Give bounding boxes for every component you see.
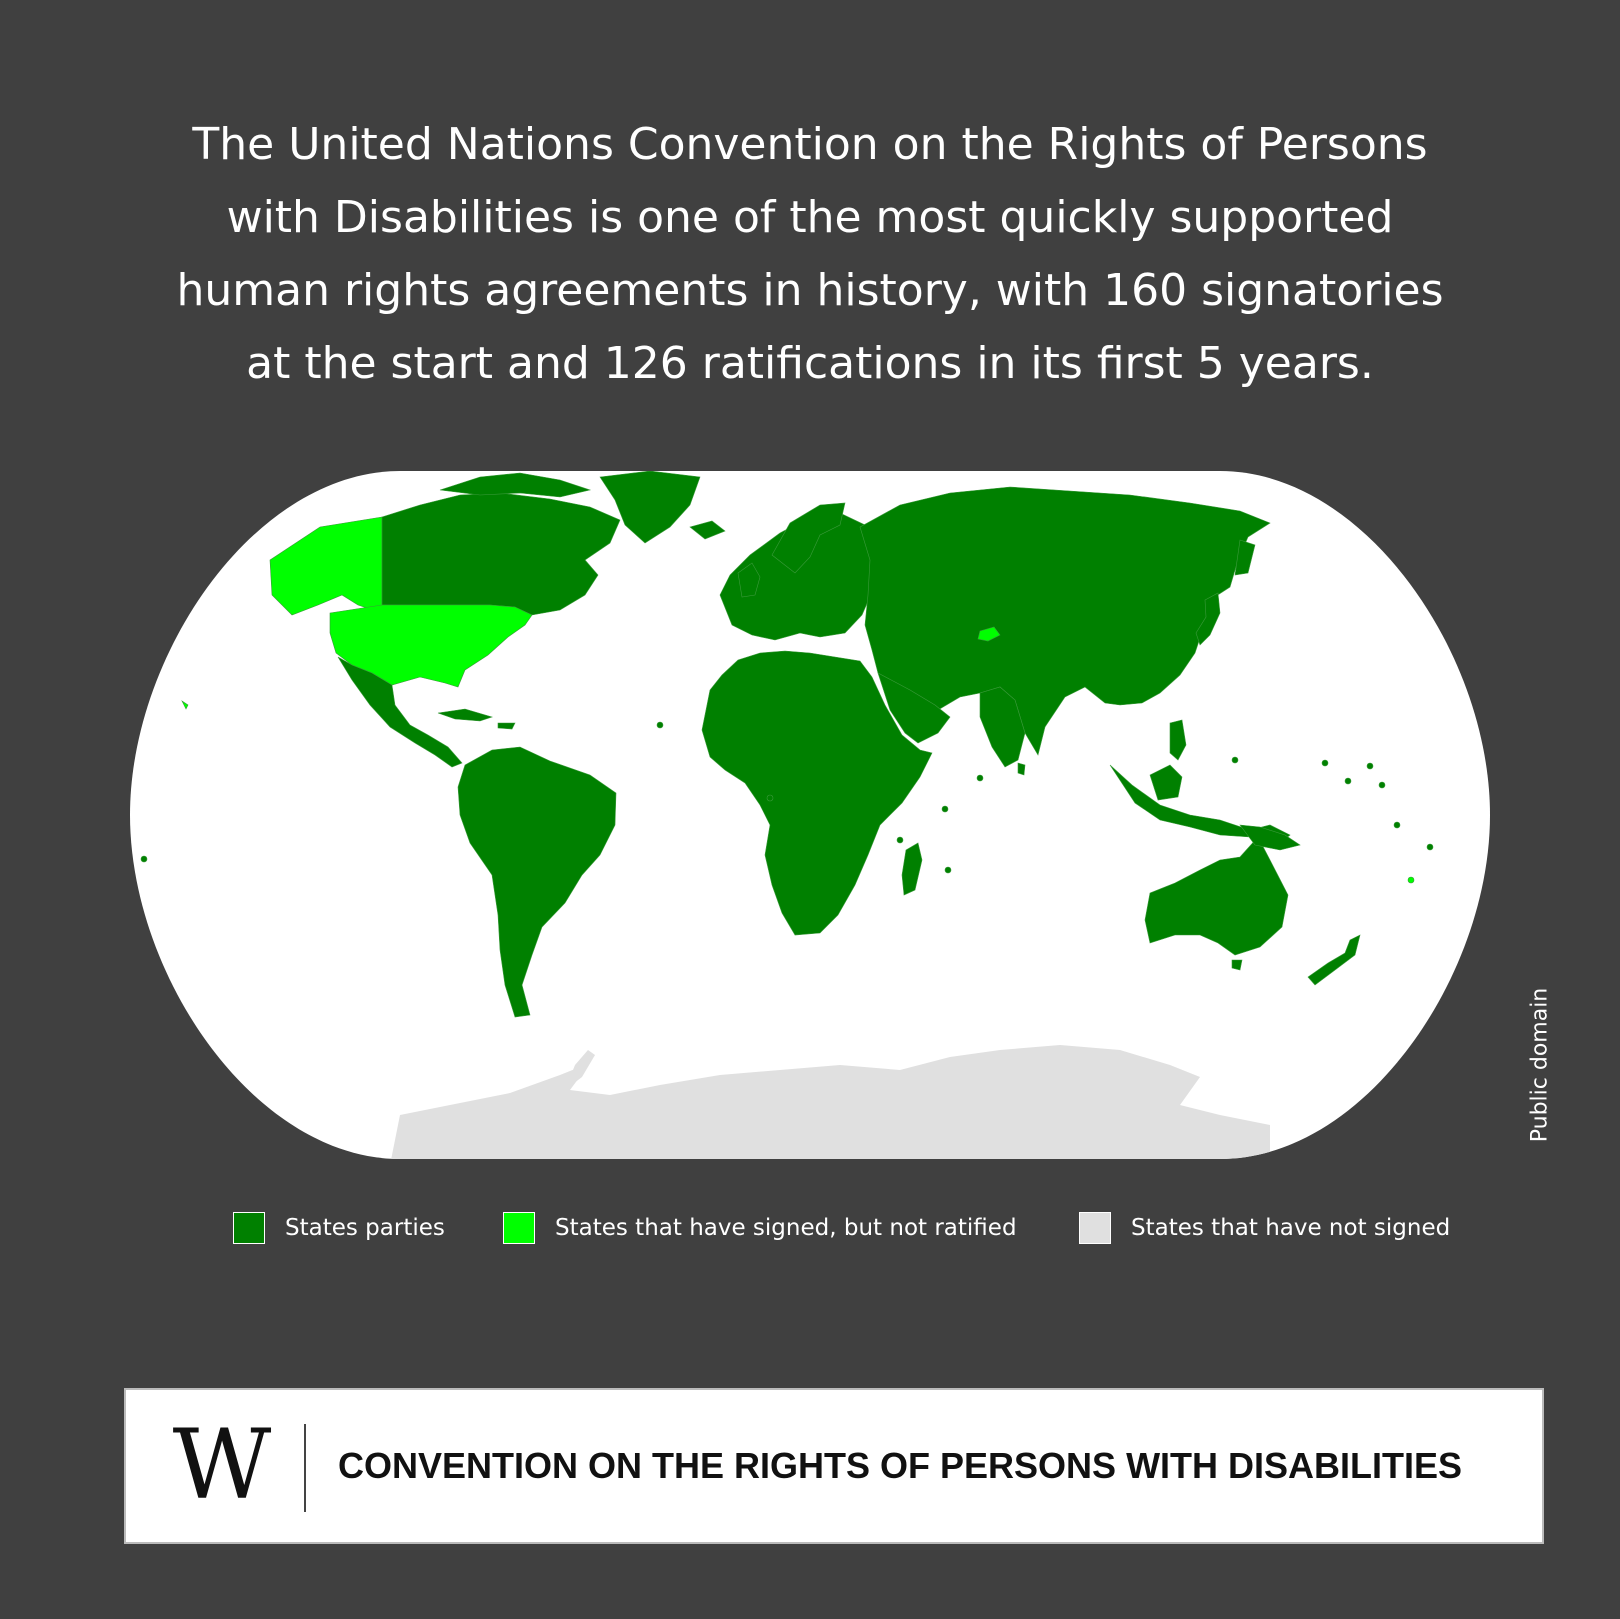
caribbean-east bbox=[497, 722, 516, 730]
legend-swatch bbox=[503, 1212, 535, 1244]
iceland bbox=[689, 520, 726, 540]
antarctic-peninsula bbox=[565, 1050, 595, 1090]
world-map bbox=[120, 465, 1500, 1165]
island-dot bbox=[766, 794, 774, 802]
greenland bbox=[599, 471, 701, 544]
kamchatka bbox=[1234, 539, 1256, 576]
island-dot bbox=[896, 836, 904, 844]
new-zealand bbox=[1307, 934, 1361, 986]
island-dot bbox=[1426, 843, 1434, 851]
new-guinea bbox=[1239, 824, 1301, 851]
island-dot-signed bbox=[1407, 876, 1415, 884]
legend-label: States parties bbox=[285, 1215, 445, 1241]
island-dot bbox=[1378, 781, 1386, 789]
australia bbox=[1144, 836, 1289, 956]
island-dot bbox=[1366, 762, 1374, 770]
headline-line: at the start and 126 ratifications in it… bbox=[246, 338, 1374, 389]
scandinavia bbox=[771, 502, 846, 574]
antarctica bbox=[390, 1045, 1270, 1159]
borneo bbox=[1149, 764, 1183, 801]
hawaii bbox=[181, 700, 189, 710]
arabian-peninsula bbox=[877, 672, 951, 744]
united-states bbox=[329, 604, 533, 688]
legend-label: States that have signed, but not ratifie… bbox=[555, 1215, 1017, 1241]
island-dot bbox=[941, 805, 949, 813]
island-dot bbox=[1231, 756, 1239, 764]
headline: The United Nations Convention on the Rig… bbox=[120, 108, 1500, 400]
island-dot bbox=[1344, 777, 1352, 785]
island-dot bbox=[1393, 821, 1401, 829]
arctic-islands bbox=[439, 472, 592, 498]
legend-item-signed-not-ratified: States that have signed, but not ratifie… bbox=[503, 1212, 1017, 1244]
alaska bbox=[269, 516, 383, 616]
island-dot bbox=[976, 774, 984, 782]
headline-line: human rights agreements in history, with… bbox=[176, 265, 1444, 316]
island-dot bbox=[140, 855, 148, 863]
headline-line: with Disabilities is one of the most qui… bbox=[226, 192, 1394, 243]
island-dots bbox=[140, 721, 1434, 874]
legend: States parties States that have signed, … bbox=[0, 1212, 1620, 1252]
mexico-central-america bbox=[337, 656, 463, 768]
sri-lanka bbox=[1017, 762, 1026, 776]
legend-swatch bbox=[233, 1212, 265, 1244]
island-dot bbox=[944, 866, 952, 874]
footer-divider bbox=[304, 1424, 306, 1512]
india bbox=[979, 686, 1026, 768]
tasmania bbox=[1231, 959, 1243, 971]
island-dot bbox=[656, 721, 664, 729]
caribbean bbox=[437, 708, 493, 722]
headline-line: The United Nations Convention on the Rig… bbox=[192, 119, 1428, 170]
island-dot bbox=[1321, 759, 1329, 767]
uk-ireland bbox=[737, 562, 761, 598]
africa bbox=[701, 650, 933, 936]
footer-banner: W CONVENTION ON THE RIGHTS OF PERSONS WI… bbox=[124, 1388, 1544, 1544]
philippines bbox=[1169, 719, 1187, 761]
legend-item-not-signed: States that have not signed bbox=[1079, 1212, 1450, 1244]
legend-label: States that have not signed bbox=[1131, 1215, 1451, 1241]
legend-swatch bbox=[1079, 1212, 1111, 1244]
madagascar bbox=[901, 842, 923, 896]
wikipedia-logo-icon: W bbox=[172, 1409, 272, 1521]
south-america bbox=[457, 746, 617, 1018]
credit-text: Public domain bbox=[1527, 987, 1553, 1143]
japan bbox=[1195, 592, 1221, 646]
tajikistan bbox=[977, 626, 1001, 642]
world-map-svg bbox=[130, 471, 1490, 1159]
footer-title: CONVENTION ON THE RIGHTS OF PERSONS WITH… bbox=[338, 1445, 1463, 1486]
legend-item-states-parties: States parties bbox=[233, 1212, 445, 1244]
